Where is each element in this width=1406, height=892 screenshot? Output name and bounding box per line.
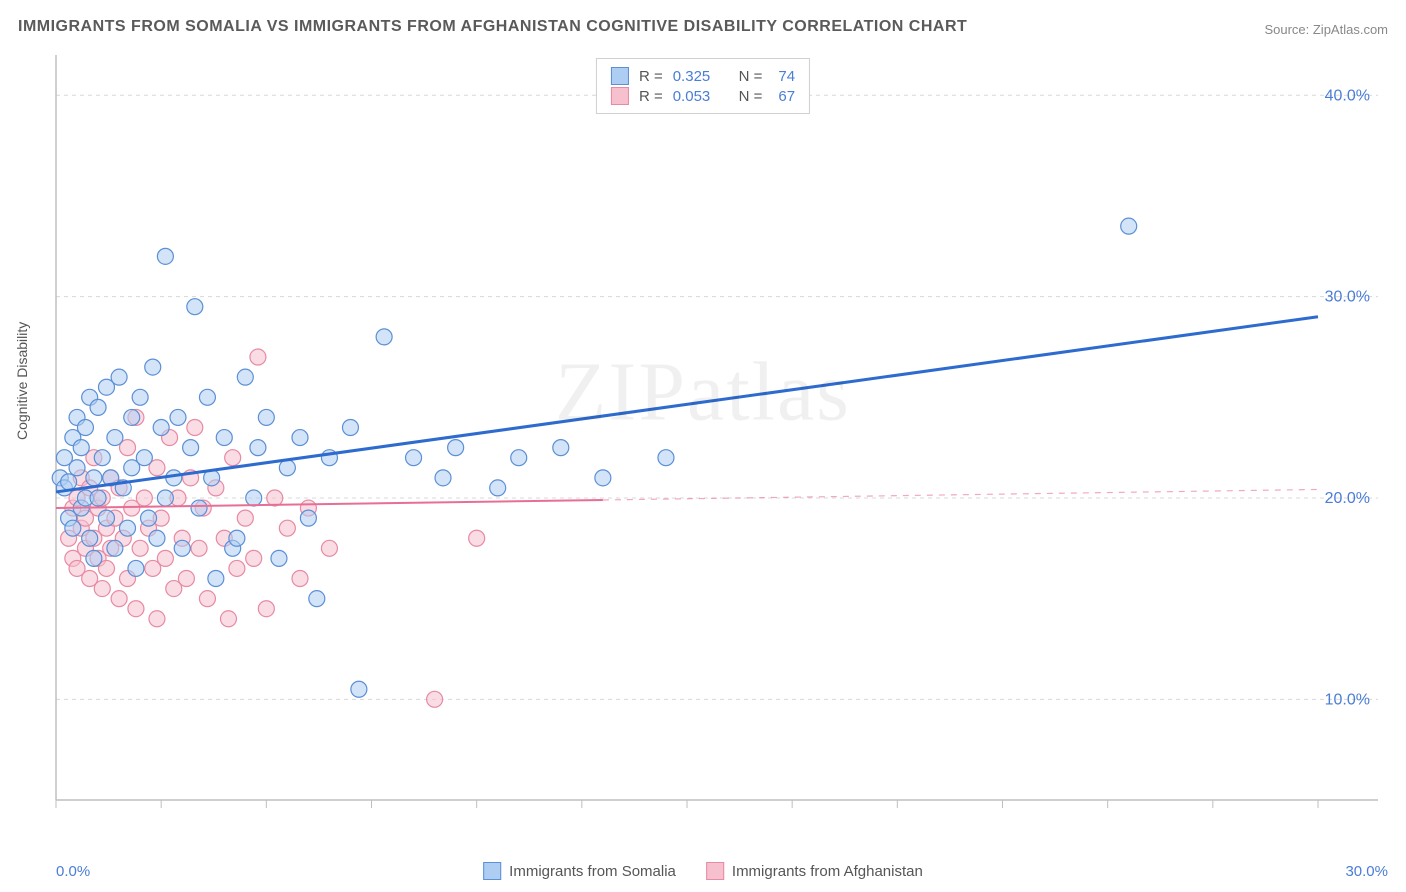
legend-label-afghanistan: Immigrants from Afghanistan [732,863,923,880]
n-value-somalia: 74 [778,68,795,85]
svg-text:40.0%: 40.0% [1325,87,1370,104]
chart-title: IMMIGRANTS FROM SOMALIA VS IMMIGRANTS FR… [18,18,967,36]
n-value-afghanistan: 67 [778,88,795,105]
legend-row-afghanistan: R = 0.053 N = 67 [611,87,795,105]
n-label: N = [739,68,763,85]
svg-text:20.0%: 20.0% [1325,490,1370,507]
r-value-afghanistan: 0.053 [673,88,711,105]
legend-item-afghanistan: Immigrants from Afghanistan [706,862,923,880]
source-label: Source: ZipAtlas.com [1264,22,1388,37]
y-axis-label: Cognitive Disability [14,322,30,440]
svg-text:10.0%: 10.0% [1325,691,1370,708]
legend-item-somalia: Immigrants from Somalia [483,862,676,880]
svg-text:30.0%: 30.0% [1325,289,1370,306]
swatch-afghanistan-icon [706,862,724,880]
legend-series: Immigrants from Somalia Immigrants from … [483,862,923,880]
legend-label-somalia: Immigrants from Somalia [509,863,676,880]
r-label: R = [639,88,663,105]
swatch-afghanistan-icon [611,87,629,105]
x-tick-max: 30.0% [1345,863,1388,880]
legend-row-somalia: R = 0.325 N = 74 [611,67,795,85]
n-label: N = [739,88,763,105]
r-value-somalia: 0.325 [673,68,711,85]
x-tick-min: 0.0% [56,863,90,880]
legend-correlation: R = 0.325 N = 74 R = 0.053 N = 67 [596,58,810,114]
swatch-somalia-icon [611,67,629,85]
scatter-chart-svg: 10.0% 20.0% 30.0% 40.0% [50,55,1378,830]
r-label: R = [639,68,663,85]
swatch-somalia-icon [483,862,501,880]
chart-plot-area: 10.0% 20.0% 30.0% 40.0% [50,55,1378,830]
